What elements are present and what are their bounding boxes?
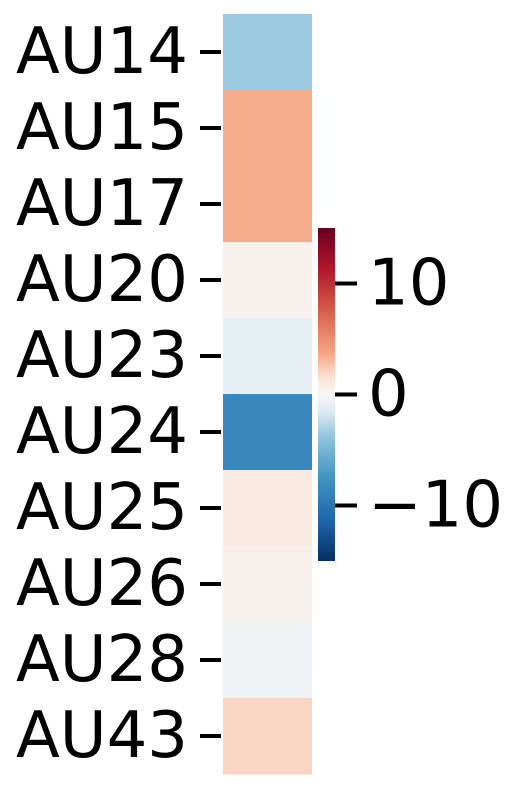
y-tick-label-au23: AU23 (16, 319, 188, 393)
colorbar (318, 228, 335, 561)
y-tick-label-au24: AU24 (16, 395, 188, 469)
y-tick-label-au28: AU28 (16, 623, 188, 697)
y-tick-label-au17: AU17 (16, 167, 188, 241)
y-tick-label-au25: AU25 (16, 471, 188, 545)
colorbar-tick-label-2: −10 (368, 469, 503, 543)
y-tick-label-au26: AU26 (16, 547, 188, 621)
heatmap-cell-au26 (223, 546, 312, 623)
y-tick-label-au43: AU43 (16, 699, 188, 773)
heatmap-cell-au25 (223, 470, 312, 547)
heatmap-cell-au20 (223, 242, 312, 319)
y-tick-label-au14: AU14 (16, 15, 188, 89)
y-tick-label-au15: AU15 (16, 91, 188, 165)
heatmap-cell-au17 (223, 166, 312, 243)
heatmap-cells (223, 14, 312, 775)
heatmap-cell-au15 (223, 90, 312, 167)
heatmap-cell-au23 (223, 318, 312, 395)
heatmap-cell-au43 (223, 698, 312, 775)
heatmap-cell-au24 (223, 394, 312, 471)
y-tick-label-au20: AU20 (16, 243, 188, 317)
heatmap-cell-au28 (223, 622, 312, 699)
colorbar-tick-label-0: 10 (368, 247, 449, 321)
colorbar-tick-label-1: 0 (368, 358, 409, 432)
colorbar-ticks: 10 0 −10 (335, 247, 503, 543)
colorbar-gradient (318, 228, 335, 561)
heatmap-cell-au14 (223, 14, 312, 91)
